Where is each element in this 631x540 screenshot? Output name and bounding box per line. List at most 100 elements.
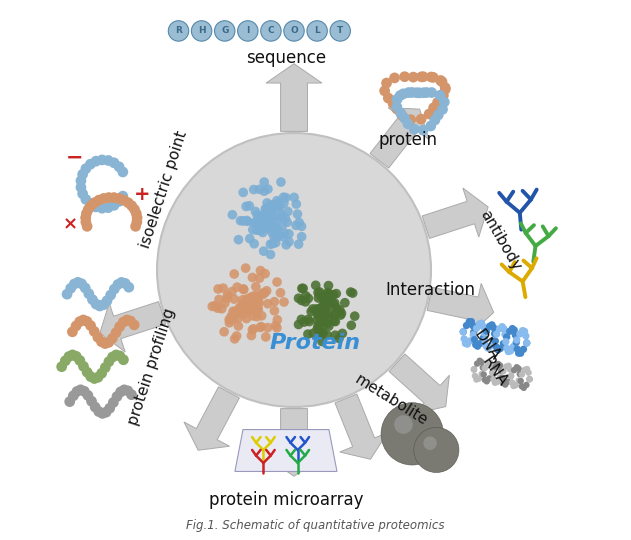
Circle shape: [93, 332, 103, 342]
Circle shape: [474, 342, 481, 350]
Circle shape: [109, 192, 119, 203]
Circle shape: [336, 308, 346, 318]
Circle shape: [93, 195, 104, 206]
Circle shape: [297, 284, 307, 293]
Circle shape: [91, 201, 102, 212]
Circle shape: [484, 345, 492, 352]
Circle shape: [242, 304, 252, 314]
Circle shape: [265, 224, 274, 234]
Circle shape: [471, 366, 477, 373]
Polygon shape: [266, 64, 322, 131]
Circle shape: [323, 297, 333, 307]
Circle shape: [524, 366, 530, 372]
Circle shape: [241, 264, 251, 273]
Circle shape: [324, 281, 333, 291]
Circle shape: [78, 361, 89, 372]
Circle shape: [520, 346, 527, 353]
Circle shape: [132, 212, 143, 223]
Circle shape: [238, 21, 258, 41]
Circle shape: [522, 367, 528, 373]
Circle shape: [471, 336, 478, 343]
Circle shape: [519, 327, 526, 334]
Circle shape: [521, 384, 527, 391]
Circle shape: [56, 361, 67, 372]
Text: O: O: [290, 26, 298, 36]
Circle shape: [490, 376, 497, 382]
Polygon shape: [427, 284, 493, 334]
Circle shape: [312, 304, 322, 314]
Circle shape: [526, 376, 533, 382]
Circle shape: [483, 378, 490, 384]
Circle shape: [239, 309, 248, 319]
Circle shape: [305, 317, 314, 326]
Circle shape: [81, 208, 91, 219]
Circle shape: [74, 355, 85, 366]
Circle shape: [480, 371, 487, 377]
Circle shape: [97, 408, 108, 419]
Circle shape: [294, 218, 304, 227]
Circle shape: [416, 114, 427, 125]
Circle shape: [247, 330, 256, 340]
Polygon shape: [100, 302, 166, 352]
Circle shape: [71, 386, 83, 397]
Circle shape: [272, 277, 282, 287]
Circle shape: [271, 216, 281, 226]
Circle shape: [262, 286, 271, 295]
Circle shape: [220, 327, 229, 336]
Circle shape: [267, 219, 276, 228]
Circle shape: [321, 298, 331, 307]
Circle shape: [100, 338, 110, 349]
Circle shape: [259, 246, 269, 256]
Circle shape: [422, 87, 432, 98]
Circle shape: [77, 188, 88, 199]
Circle shape: [125, 316, 136, 326]
Circle shape: [268, 206, 278, 216]
Circle shape: [271, 238, 281, 247]
Circle shape: [387, 98, 399, 109]
Circle shape: [253, 298, 262, 307]
Circle shape: [247, 292, 257, 301]
Circle shape: [93, 372, 103, 383]
Circle shape: [78, 315, 89, 325]
Circle shape: [76, 182, 86, 193]
Circle shape: [258, 228, 268, 238]
Circle shape: [69, 279, 80, 289]
Circle shape: [418, 71, 428, 82]
Circle shape: [223, 293, 232, 303]
Circle shape: [512, 382, 519, 388]
Circle shape: [126, 200, 137, 211]
Circle shape: [350, 311, 360, 321]
Circle shape: [510, 383, 517, 389]
Circle shape: [312, 305, 321, 314]
Circle shape: [329, 316, 339, 326]
Circle shape: [239, 307, 249, 316]
Circle shape: [490, 337, 497, 345]
Circle shape: [115, 387, 126, 397]
Circle shape: [64, 396, 75, 407]
Circle shape: [297, 221, 307, 231]
Circle shape: [97, 368, 107, 379]
Circle shape: [215, 21, 235, 41]
Circle shape: [104, 403, 115, 414]
Circle shape: [233, 235, 244, 245]
Circle shape: [432, 97, 443, 108]
Circle shape: [118, 317, 129, 327]
Circle shape: [499, 375, 505, 381]
Circle shape: [122, 386, 133, 396]
Circle shape: [411, 87, 422, 98]
Circle shape: [331, 330, 340, 340]
Circle shape: [255, 185, 264, 194]
Circle shape: [497, 345, 504, 352]
Circle shape: [76, 176, 86, 186]
Text: antibody: antibody: [478, 208, 524, 273]
Circle shape: [426, 72, 437, 83]
Circle shape: [334, 334, 344, 343]
Circle shape: [252, 225, 261, 235]
Circle shape: [483, 342, 490, 349]
Circle shape: [264, 219, 274, 229]
Circle shape: [472, 373, 478, 379]
Circle shape: [112, 279, 123, 290]
Circle shape: [114, 161, 124, 172]
Circle shape: [68, 390, 79, 401]
Circle shape: [521, 328, 528, 335]
